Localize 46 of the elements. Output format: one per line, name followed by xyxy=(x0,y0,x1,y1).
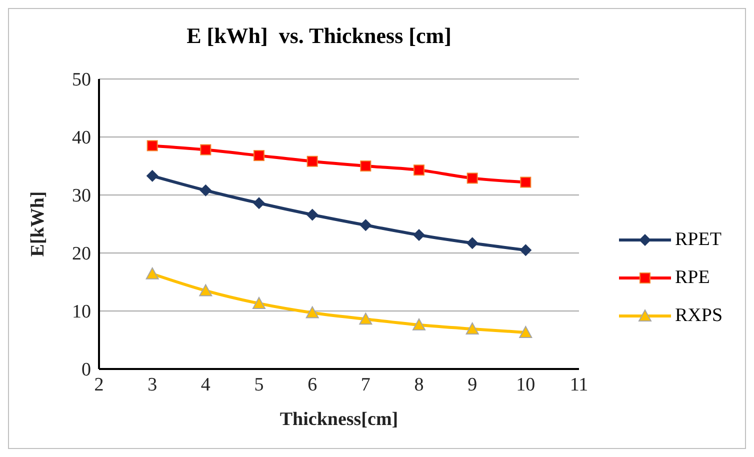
point xyxy=(306,156,318,167)
y-tick-label: 20 xyxy=(72,244,91,265)
x-tick-label: 4 xyxy=(200,374,211,396)
x-tick-label: 7 xyxy=(360,374,370,396)
x-tick-label: 8 xyxy=(414,374,424,396)
y-tick-label: 50 xyxy=(72,70,91,91)
point xyxy=(200,144,212,156)
point xyxy=(414,164,424,176)
point xyxy=(412,318,426,330)
y-tick-label: 30 xyxy=(72,186,91,207)
x-axis-title: Thickness[cm] xyxy=(280,409,398,430)
point xyxy=(466,322,479,334)
y-tick-label: 40 xyxy=(72,128,91,149)
y-axis-title: E[kWh] xyxy=(28,191,49,257)
legend-label: RPE xyxy=(675,267,710,289)
chart-title: E [kWh] vs. Thickness [cm] xyxy=(186,23,452,49)
point xyxy=(360,160,372,172)
point xyxy=(360,219,372,232)
point xyxy=(146,170,158,182)
point xyxy=(359,312,372,325)
point xyxy=(466,237,478,250)
point xyxy=(254,150,264,162)
point xyxy=(519,326,532,338)
point xyxy=(199,284,212,296)
point xyxy=(306,306,319,318)
legend-label: RXPS xyxy=(675,305,723,327)
x-tick-label: 2 xyxy=(94,374,104,396)
point xyxy=(413,229,425,242)
point xyxy=(252,296,266,309)
legend-label: RPET xyxy=(675,229,722,251)
x-tick-label: 9 xyxy=(468,374,478,396)
point xyxy=(306,208,318,221)
point xyxy=(466,172,478,184)
point xyxy=(253,197,265,210)
y-tick-label: 10 xyxy=(72,302,91,323)
point xyxy=(520,244,532,256)
x-tick-label: 3 xyxy=(148,374,158,396)
point xyxy=(520,176,532,188)
x-tick-label: 6 xyxy=(308,374,318,396)
x-tick-label: 5 xyxy=(254,374,264,396)
x-tick-label: 11 xyxy=(570,374,588,396)
point xyxy=(146,140,158,152)
x-tick-label: 10 xyxy=(516,374,536,396)
point xyxy=(146,267,159,280)
point xyxy=(200,184,212,196)
y-tick-label: 0 xyxy=(82,360,91,381)
